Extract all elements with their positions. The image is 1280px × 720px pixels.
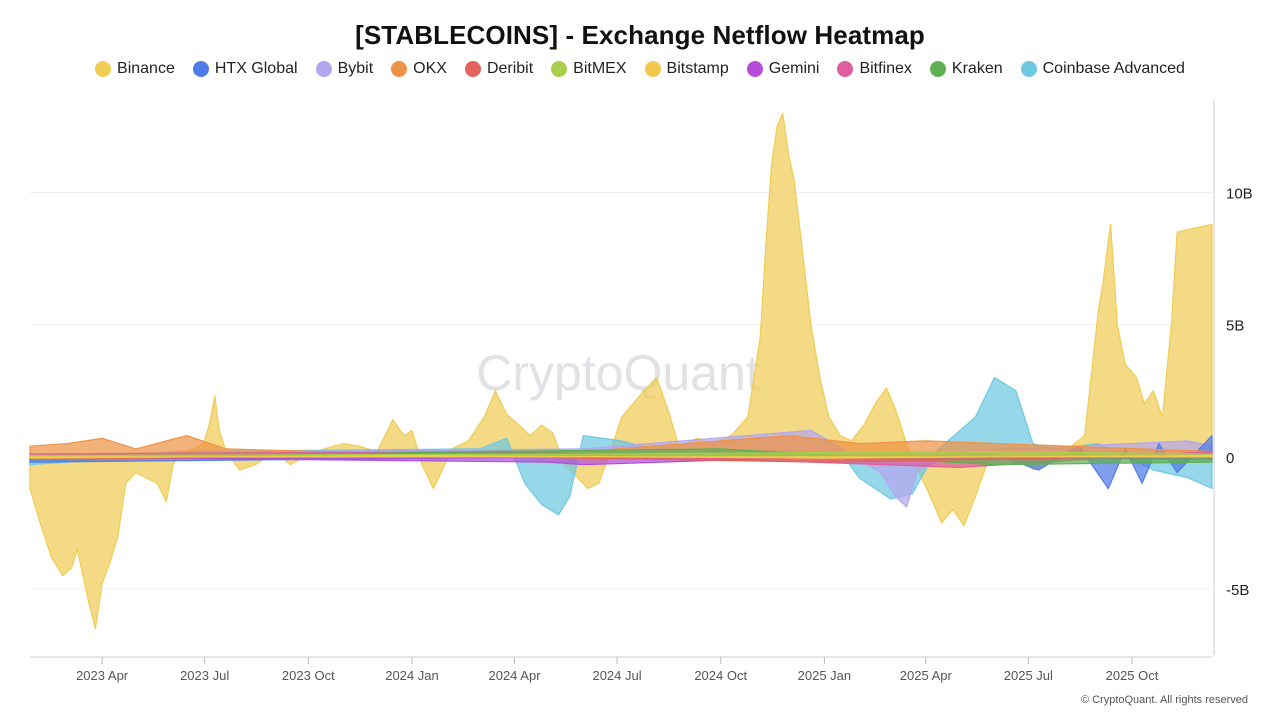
legend-label: Gemini bbox=[768, 60, 820, 77]
legend-swatch bbox=[464, 61, 481, 77]
legend-item[interactable]: HTX Global bbox=[192, 60, 298, 78]
y-tick-label: 0 bbox=[1226, 450, 1234, 467]
legend-swatch bbox=[192, 61, 209, 77]
legend-swatch bbox=[95, 61, 112, 77]
chart-legend: Binance HTX Global Bybit OKX Deribit BitMEX Bi… bbox=[0, 60, 1280, 78]
legend-swatch bbox=[1020, 61, 1037, 77]
legend-label: BitMEX bbox=[573, 60, 627, 77]
legend-swatch bbox=[551, 61, 568, 77]
legend-label: OKX bbox=[413, 60, 447, 77]
y-tick-label: -5B bbox=[1226, 582, 1249, 599]
legend-label: Bybit bbox=[337, 60, 374, 77]
legend-label: HTX Global bbox=[214, 60, 298, 77]
legend-swatch bbox=[929, 61, 946, 77]
legend-item[interactable]: Binance bbox=[95, 60, 175, 78]
x-tick-label: 2023 Apr bbox=[76, 668, 129, 683]
legend-swatch bbox=[391, 61, 408, 77]
x-tick-label: 2024 Jan bbox=[385, 668, 439, 683]
legend-item[interactable]: Kraken bbox=[929, 60, 1003, 78]
legend-label: Coinbase Advanced bbox=[1042, 60, 1185, 77]
legend-item[interactable]: Deribit bbox=[464, 60, 534, 78]
legend-swatch bbox=[644, 61, 661, 77]
legend-label: Bitfinex bbox=[859, 60, 912, 77]
y-tick-label: 10B bbox=[1226, 186, 1253, 203]
legend-swatch bbox=[315, 61, 332, 77]
series-area-bitstamp bbox=[29, 454, 1213, 459]
legend-item[interactable]: BitMEX bbox=[551, 60, 627, 78]
x-tick-label: 2023 Jul bbox=[180, 668, 229, 683]
x-tick-label: 2025 Apr bbox=[900, 668, 953, 683]
legend-label: Binance bbox=[117, 60, 175, 77]
watermark: CryptoQuant bbox=[476, 345, 760, 401]
x-tick-label: 2025 Oct bbox=[1106, 668, 1159, 683]
legend-item[interactable]: Bybit bbox=[315, 60, 374, 78]
x-tick-label: 2024 Jul bbox=[592, 668, 641, 683]
legend-item[interactable]: Coinbase Advanced bbox=[1020, 60, 1185, 78]
legend-item[interactable]: Gemini bbox=[746, 60, 820, 78]
x-tick-label: 2024 Apr bbox=[488, 668, 541, 683]
chart-title: [STABLECOINS] - Exchange Netflow Heatmap bbox=[355, 20, 925, 50]
x-tick-label: 2024 Oct bbox=[694, 668, 747, 683]
legend-label: Kraken bbox=[951, 60, 1003, 77]
legend-swatch bbox=[746, 61, 763, 77]
legend-item[interactable]: Bitstamp bbox=[644, 60, 729, 78]
legend-item[interactable]: OKX bbox=[391, 60, 447, 78]
legend-swatch bbox=[837, 61, 854, 77]
copyright-notice: © CryptoQuant. All rights reserved bbox=[1080, 694, 1248, 706]
x-axis: 2023 Apr 2023 Jul 2023 Oct 2024 Jan 2024 Apr… bbox=[30, 656, 1212, 683]
legend-item[interactable]: Bitfinex bbox=[837, 60, 912, 78]
x-tick-label: 2025 Jul bbox=[1004, 668, 1053, 683]
y-axis: 10B 5B 0 -5B bbox=[1213, 100, 1253, 655]
x-tick-label: 2025 Jan bbox=[798, 668, 852, 683]
series-layer bbox=[29, 112, 1213, 630]
legend-label: Bitstamp bbox=[666, 60, 729, 77]
y-tick-label: 5B bbox=[1226, 318, 1244, 335]
x-tick-label: 2023 Oct bbox=[282, 668, 335, 683]
legend-label: Deribit bbox=[486, 60, 534, 77]
